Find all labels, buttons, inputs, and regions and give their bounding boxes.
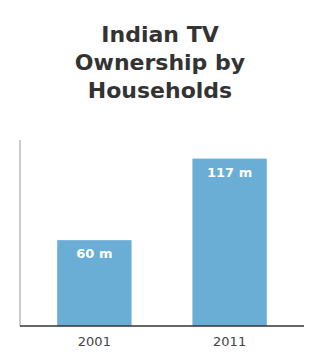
x-axis-line [20,325,304,327]
bar [57,240,131,326]
chart: Indian TV Ownership by Households 60 m 117 m… [0,0,320,361]
title-line: Ownership by [75,50,245,75]
title-line: Households [88,78,232,103]
bar [192,159,266,326]
data-label: 60 m [76,246,112,261]
y-axis-line [20,140,21,326]
title-line: Indian TV [101,22,218,47]
x-tick-label: 2011 [213,334,246,349]
data-label: 117 m [207,165,252,180]
x-tick-label: 2001 [78,334,111,349]
bars [57,159,267,326]
title: Indian TV Ownership by Households [75,22,245,103]
